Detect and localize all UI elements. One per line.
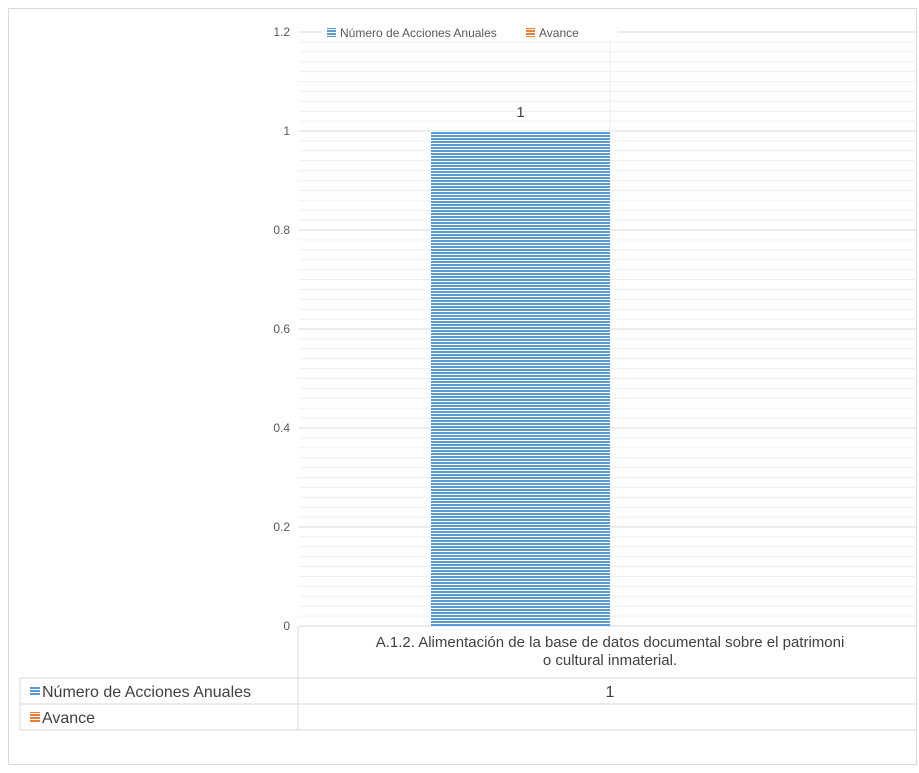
legend-swatch xyxy=(327,28,336,37)
y-tick-label: 0.2 xyxy=(273,520,290,534)
y-tick-label: 0.8 xyxy=(273,223,290,237)
legend-entry: Avance xyxy=(539,26,579,40)
table-cell: 1 xyxy=(606,684,615,701)
legend: Número de Acciones Anuales Avance xyxy=(322,25,618,41)
data-table: Número de Acciones Anuales 1 Avance xyxy=(19,626,917,731)
y-tick-label: 0.6 xyxy=(273,322,290,336)
legend-swatch xyxy=(526,28,535,37)
y-axis-ticks: 0 0.2 0.4 0.6 0.8 1 1.2 xyxy=(273,25,290,633)
data-label: 1 xyxy=(516,104,524,121)
category-label: o cultural inmaterial. xyxy=(543,652,677,669)
data-labels: 1 xyxy=(516,104,524,121)
table-legend-key xyxy=(30,712,40,722)
y-tick-label: 0 xyxy=(283,619,290,633)
y-tick-label: 0.4 xyxy=(273,421,290,435)
y-tick-label: 1 xyxy=(283,124,290,138)
legend-background xyxy=(322,25,618,41)
y-tick-label: 1.2 xyxy=(273,25,290,39)
table-row-label: Avance xyxy=(42,710,95,727)
table-legend-key xyxy=(30,686,40,696)
bars xyxy=(431,131,610,626)
category-labels: A.1.2. Alimentación de la base de datos … xyxy=(376,634,845,669)
legend-entry: Número de Acciones Anuales xyxy=(340,26,497,40)
category-label: A.1.2. Alimentación de la base de datos … xyxy=(376,634,845,651)
table-row-label: Número de Acciones Anuales xyxy=(42,684,251,701)
bar xyxy=(431,131,610,626)
